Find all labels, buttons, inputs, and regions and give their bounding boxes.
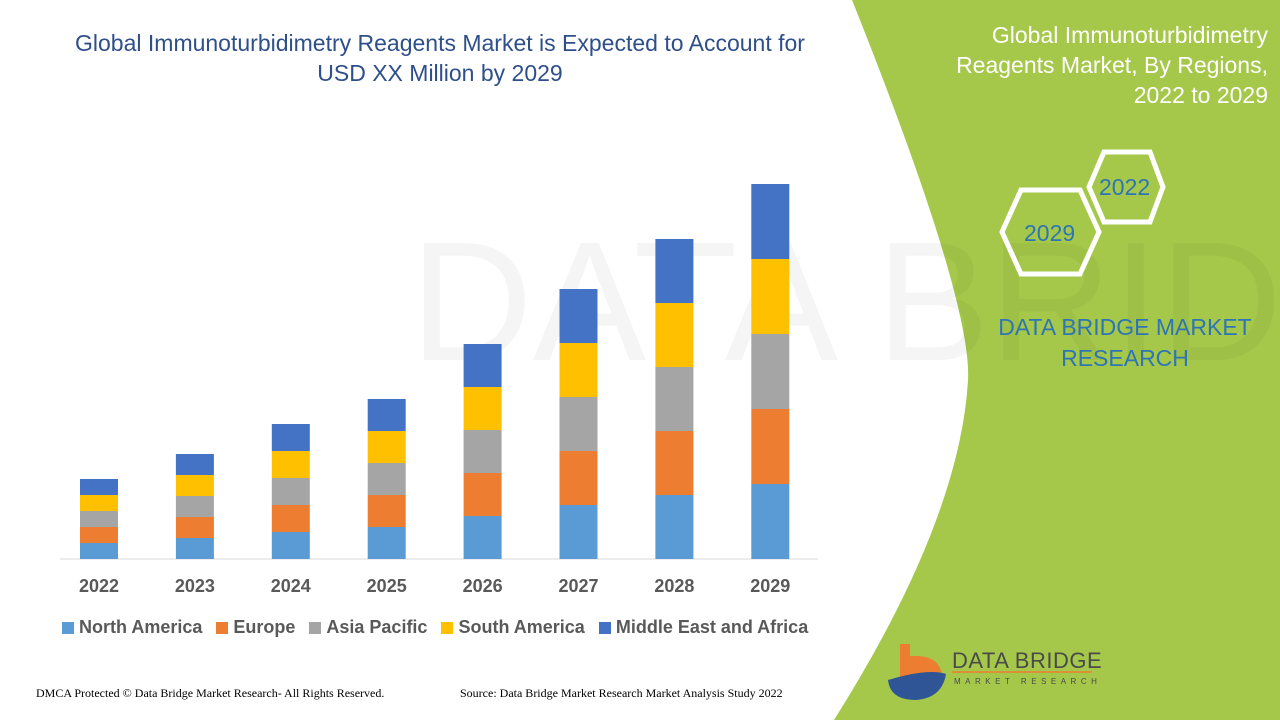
legend-label: Middle East and Africa <box>615 617 809 637</box>
bar-2024-middle-east-and-africa <box>271 424 310 451</box>
legend-label: South America <box>458 617 585 637</box>
chart-title: Global Immunoturbidimetry Reagents Marke… <box>75 30 805 86</box>
watermark: DATA BRIDGE <box>410 207 1280 397</box>
bar-2022-north-america <box>80 543 118 559</box>
hexagon-2029 <box>999 187 1102 277</box>
legend-swatch <box>598 621 611 634</box>
legend-item: Europe <box>216 617 295 638</box>
bar-2027-south-america <box>559 343 598 397</box>
bar-2026-north-america <box>463 516 502 559</box>
bar-2029-asia-pacific <box>751 334 790 409</box>
bar-2027-asia-pacific <box>559 397 598 451</box>
legend-swatch <box>62 621 74 634</box>
x-tick-label: 2026 <box>463 576 503 596</box>
logo-name: DATA BRIDGE <box>952 648 1103 673</box>
bar-2022-asia-pacific <box>80 511 118 527</box>
legend-label: Europe <box>233 617 296 637</box>
bar-2026-asia-pacific <box>463 430 502 473</box>
legend-label: North America <box>79 617 203 637</box>
legend-item: South America <box>441 617 585 638</box>
legend-item: Asia Pacific <box>309 617 427 638</box>
legend-item: North America <box>62 617 202 638</box>
x-tick-label: 2025 <box>367 576 407 596</box>
bar-2028-asia-pacific <box>655 367 694 431</box>
x-tick-label: 2027 <box>558 576 598 596</box>
chart-legend: North America Europe Asia Pacific South Ame… <box>62 617 808 638</box>
bar-2023-north-america <box>175 538 214 559</box>
bar-2022-south-america <box>80 495 118 511</box>
brand-text: DATA BRIDGE MARKET RESEARCH <box>998 314 1252 371</box>
legend-swatch <box>309 621 322 634</box>
legend-label: Asia Pacific <box>326 617 428 637</box>
x-tick-label: 2028 <box>654 576 694 596</box>
bar-2023-europe <box>175 517 214 538</box>
footer-source: Source: Data Bridge Market Research Mark… <box>460 686 783 700</box>
hex-label-2022: 2022 <box>1099 174 1151 200</box>
legend-swatch <box>441 621 454 634</box>
bar-2026-middle-east-and-africa <box>463 344 502 387</box>
x-tick-labels: 2022 2023 2024 2025 2026 2027 2028 2029 <box>79 576 790 596</box>
bar-2025-asia-pacific <box>367 463 406 495</box>
bar-2025-south-america <box>367 431 406 463</box>
footer-copyright: DMCA Protected © Data Bridge Market Rese… <box>36 686 385 700</box>
bar-2027-north-america <box>559 505 598 559</box>
x-tick-label: 2029 <box>750 576 790 596</box>
bar-2024-south-america <box>271 451 310 478</box>
bar-2029-europe <box>751 409 790 484</box>
bar-2027-middle-east-and-africa <box>559 289 598 343</box>
green-side-panel <box>834 0 1280 720</box>
x-tick-label: 2023 <box>175 576 215 596</box>
bar-2028-north-america <box>655 495 694 559</box>
bar-2025-europe <box>367 495 406 527</box>
bar-2022-middle-east-and-africa <box>80 479 118 495</box>
bar-2025-middle-east-and-africa <box>367 399 406 431</box>
bar-2023-middle-east-and-africa <box>175 454 214 475</box>
bar-2026-south-america <box>463 387 502 430</box>
bar-2025-north-america <box>367 527 406 559</box>
bar-2022-europe <box>80 527 118 543</box>
bar-2029-north-america <box>751 484 790 559</box>
x-tick-label: 2022 <box>79 576 119 596</box>
bar-2024-asia-pacific <box>271 478 310 505</box>
bar-2023-south-america <box>175 475 214 496</box>
bar-2024-north-america <box>271 532 310 559</box>
bar-2028-middle-east-and-africa <box>655 239 694 303</box>
hexagon-2022 <box>1086 149 1166 225</box>
bar-2028-south-america <box>655 303 694 367</box>
side-panel-title: Global Immunoturbidimetry Reagents Marke… <box>956 22 1268 108</box>
x-tick-label: 2024 <box>271 576 311 596</box>
logo-tagline: MARKET RESEARCH <box>954 677 1102 686</box>
bar-2027-europe <box>559 451 598 505</box>
hex-label-2029: 2029 <box>1024 220 1076 246</box>
logo-icon <box>888 644 1092 700</box>
legend-item: Middle East and Africa <box>598 617 809 638</box>
bars <box>80 184 790 559</box>
legend-swatch <box>216 621 229 634</box>
bar-2024-europe <box>271 505 310 532</box>
bar-2028-europe <box>655 431 694 495</box>
bar-2029-south-america <box>751 259 790 334</box>
bar-2023-asia-pacific <box>175 496 214 517</box>
bar-2026-europe <box>463 473 502 516</box>
bar-2029-middle-east-and-africa <box>751 184 790 259</box>
